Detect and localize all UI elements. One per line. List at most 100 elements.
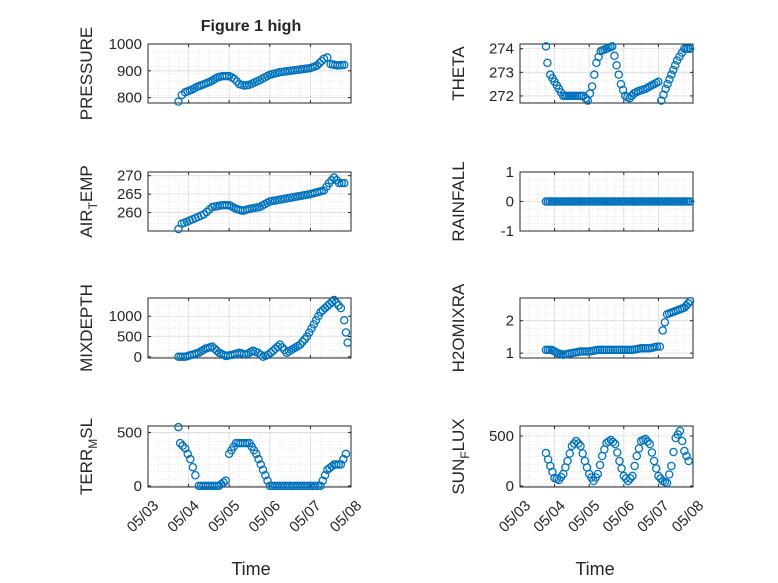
y-tick-label: 1000 <box>109 36 142 53</box>
data-point <box>587 82 597 91</box>
axes-box <box>519 297 694 359</box>
data-point <box>221 476 231 485</box>
data-point <box>680 446 689 456</box>
y-axis-label-main: SUN <box>449 459 468 495</box>
data-point <box>263 350 273 360</box>
data-point <box>684 456 693 466</box>
data-point <box>261 470 270 480</box>
data-point <box>593 469 603 479</box>
y-axis-label-main: AIR <box>77 209 96 237</box>
data-point <box>578 449 587 458</box>
y-tick-label: -1 <box>501 223 514 240</box>
x-axis-label-right: Time <box>575 559 614 579</box>
data-point <box>612 60 621 70</box>
data-point <box>610 51 619 61</box>
data-point <box>649 456 659 466</box>
y-tick-label: 500 <box>489 428 514 445</box>
data-point <box>608 42 617 51</box>
data-point <box>273 342 282 351</box>
data-point <box>174 97 183 106</box>
data-point <box>256 460 266 469</box>
x-axis-label-left: Time <box>231 559 270 579</box>
y-axis-label-main: RAINFALL <box>449 161 468 241</box>
data-point <box>323 53 332 62</box>
data-point <box>665 75 674 84</box>
data-series <box>174 422 351 491</box>
data-point <box>339 178 349 188</box>
data-point <box>252 449 261 459</box>
data-point <box>180 444 190 453</box>
data-point <box>641 434 650 444</box>
y-tick-label: 800 <box>117 90 142 107</box>
data-point <box>277 343 287 352</box>
data-point <box>178 441 187 451</box>
y-tick-label: 0 <box>134 349 142 366</box>
y-axis-label-subscript: M <box>86 439 100 449</box>
y-tick-label: 0 <box>134 478 142 495</box>
data-series <box>541 426 693 488</box>
y-tick-label: 0 <box>506 478 514 495</box>
data-point <box>574 439 583 448</box>
data-point <box>645 439 655 449</box>
data-point <box>329 173 339 182</box>
data-point <box>174 422 183 432</box>
data-point <box>334 178 344 188</box>
data-point <box>311 316 321 325</box>
data-point <box>327 176 336 185</box>
data-point <box>663 79 672 89</box>
data-point <box>615 456 624 466</box>
data-point <box>341 449 351 459</box>
data-point <box>341 328 351 337</box>
data-point <box>339 60 349 70</box>
data-point <box>662 478 672 488</box>
data-point <box>302 332 312 341</box>
data-point <box>643 437 652 446</box>
data-series <box>541 42 695 105</box>
y-axis-label: SUNFLUX <box>449 418 472 494</box>
y-axis-label: THETA <box>449 46 468 101</box>
data-point <box>253 348 263 357</box>
data-point <box>191 470 200 480</box>
data-point <box>263 476 272 485</box>
y-axis-label-subscript: T <box>86 201 100 209</box>
data-point <box>188 462 198 472</box>
data-point <box>298 337 307 347</box>
y-tick-label: 0 <box>506 194 514 211</box>
y-tick-label: 260 <box>117 205 142 222</box>
data-point <box>654 471 663 481</box>
y-axis-label-rest: SL <box>77 418 96 439</box>
y-axis-label-rest: LUX <box>449 418 468 451</box>
data-point <box>685 44 695 53</box>
data-point <box>315 58 324 68</box>
y-tick-label: 265 <box>117 186 142 203</box>
data-point <box>316 481 325 491</box>
subplot-rainfall: -1 0 1 RAINFALL <box>449 161 695 242</box>
data-point <box>660 318 670 327</box>
data-point <box>652 342 662 351</box>
y-axis-label: PRESSURE <box>77 27 96 121</box>
y-axis-label: H2OMIXRA <box>449 283 468 372</box>
data-point <box>677 436 687 446</box>
y-axis-label-main: THETA <box>449 46 468 101</box>
axes-box <box>147 171 352 232</box>
data-series <box>174 53 349 106</box>
data-point <box>661 84 670 94</box>
data-point <box>664 470 674 479</box>
axes-box <box>519 425 694 488</box>
figure-title: Figure 1 high <box>201 18 301 35</box>
y-axis-label: MIXDEPTH <box>77 284 96 372</box>
data-point <box>327 297 337 307</box>
data-point <box>576 441 585 451</box>
data-point <box>309 320 319 329</box>
y-axis-label: TERRMSL <box>77 418 100 495</box>
data-point <box>685 197 695 206</box>
data-point <box>581 94 590 103</box>
y-tick-label: 274 <box>489 41 514 58</box>
data-point <box>571 436 581 446</box>
axes-box <box>147 43 352 104</box>
data-point <box>183 449 193 459</box>
y-axis-label-main: PRESSURE <box>77 27 96 121</box>
data-point <box>324 178 334 188</box>
data-point <box>337 178 346 188</box>
